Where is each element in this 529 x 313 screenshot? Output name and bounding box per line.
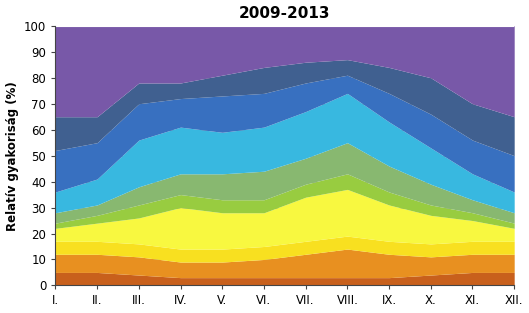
Title: 2009-2013: 2009-2013 — [239, 6, 331, 21]
Y-axis label: Relatív gyakoriság (%): Relatív gyakoriság (%) — [6, 81, 19, 231]
